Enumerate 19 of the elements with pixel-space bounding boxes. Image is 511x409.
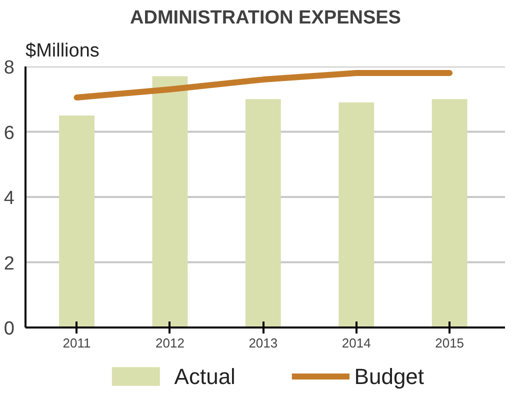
y-tick-label: 0	[4, 318, 15, 340]
legend-label: Actual	[174, 364, 236, 389]
x-tick-label: 2014	[342, 336, 371, 350]
y-tick-label: 2	[4, 253, 15, 274]
bar	[59, 115, 94, 328]
x-tick-label: 2011	[62, 336, 91, 350]
bar	[152, 76, 188, 328]
x-tick-label: 2015	[435, 336, 464, 350]
bar	[432, 99, 468, 328]
y-axis-title: $Millions	[26, 40, 100, 62]
chart-title: ADMINISTRATION EXPENSES	[130, 8, 401, 28]
bar	[338, 102, 374, 328]
y-tick-label: 6	[4, 122, 15, 144]
bar	[245, 99, 281, 328]
y-tick-label: 4	[4, 188, 15, 209]
x-tick-label: 2013	[248, 336, 278, 350]
x-tick-label: 2012	[156, 336, 184, 350]
y-tick-label: 8	[4, 58, 15, 78]
legend-label: Budget	[354, 364, 424, 389]
